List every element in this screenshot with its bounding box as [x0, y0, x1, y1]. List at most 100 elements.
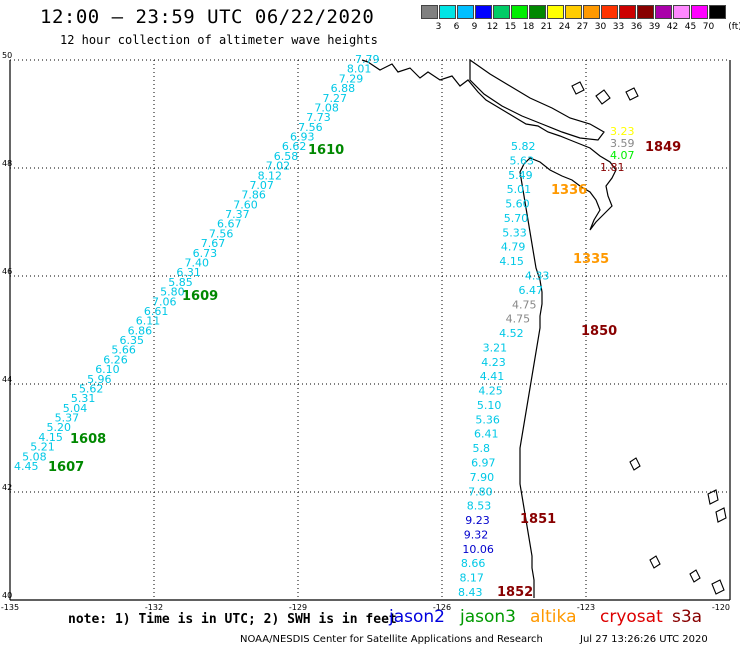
legend-label: 42: [666, 22, 679, 32]
swh-label-track-1610: 5.96: [87, 373, 112, 386]
swh-label-track-1610: 6.67: [217, 218, 242, 231]
satellite-cryosat: cryosat: [600, 607, 663, 627]
pass-number-label: 1852: [497, 585, 533, 600]
swh-label-coastal: 5.01: [507, 183, 531, 196]
legend-label: 18: [522, 22, 535, 32]
page-subtitle: 12 hour collection of altimeter wave hei…: [60, 33, 378, 47]
swh-label-track-1610: 5.80: [160, 286, 185, 299]
swh-label-coastal: 5.10: [477, 399, 502, 412]
generated-timestamp: Jul 27 13:26:26 UTC 2020: [580, 634, 708, 645]
swh-label-coastal: 7.90: [470, 471, 495, 484]
swh-label-track-1610: 6.88: [331, 82, 356, 95]
swh-label-coastal: 6.47: [518, 284, 543, 297]
swh-label-track-1610: 6.26: [103, 353, 128, 366]
legend-label: 6: [453, 22, 460, 32]
swh-label-coastal: 9.32: [464, 528, 489, 541]
swh-label-track-1610: 7.06: [152, 295, 177, 308]
swh-label-track-1610: 6.58: [274, 150, 299, 163]
pass-number-label: 1336: [551, 183, 587, 198]
legend-swatch: [511, 5, 528, 19]
legend-label: 33: [612, 22, 625, 32]
legend-label: 21: [540, 22, 553, 32]
swh-label-coastal: 5.82: [511, 140, 536, 153]
pass-number-label: 1335: [573, 252, 609, 267]
swh-label-track-1610: 7.79: [355, 53, 380, 66]
swh-label-track-1610: 7.29: [339, 72, 364, 85]
coastline: [361, 59, 617, 598]
satellite-s3a: s3a: [672, 607, 703, 627]
swh-label-track-1610: 5.31: [71, 392, 96, 405]
swh-label-track-1610: 8.01: [347, 63, 372, 76]
lon-label: -126: [433, 603, 451, 612]
pass-number-label: 1608: [70, 432, 106, 447]
swh-label-track-1610: 5.21: [30, 441, 55, 454]
island-8: [689, 569, 701, 583]
legend-swatch: [637, 5, 654, 19]
legend-label: 24: [558, 22, 571, 32]
lat-label: 48: [2, 159, 12, 168]
lon-label: -123: [577, 603, 595, 612]
axis-labels: 50 48 46 44 42 40 -135 -132 -129 -126 -123 -120: [1, 51, 730, 612]
pass-number-label: 1609: [182, 289, 218, 304]
swh-label-coastal: 8.43: [458, 586, 483, 599]
credit-text: NOAA/NESDIS Center for Satellite Applica…: [240, 634, 543, 645]
legend-swatch: [619, 5, 636, 19]
legend-label: 27: [576, 22, 589, 32]
swh-label-coastal: 10.06: [462, 543, 494, 556]
island-9: [649, 555, 661, 569]
page-title: 12:00 — 23:59 UTC 06/22/2020: [40, 6, 375, 28]
island-1: [595, 89, 611, 105]
island-4: [707, 489, 719, 505]
island-2: [625, 87, 639, 101]
legend-swatch: [421, 5, 438, 19]
swh-label-coastal: 4.33: [525, 269, 550, 282]
swh-label-coastal: 5.63: [510, 154, 535, 167]
swh-label-track-1610: 7.27: [323, 92, 348, 105]
wave-height-labels: 7.798.017.296.887.277.087.737.566.936.62…: [14, 53, 681, 600]
lat-label: 44: [2, 375, 12, 384]
legend-label: 9: [471, 22, 478, 32]
pass-number-label: 1610: [308, 143, 344, 158]
swh-label-track-1610: 7.67: [201, 237, 226, 250]
swh-label-track-1610: 5.62: [79, 382, 104, 395]
legend-swatch: [601, 5, 618, 19]
lon-label: -120: [712, 603, 730, 612]
swh-label-coastal: 3.21: [483, 341, 508, 354]
swh-label-puget: 3.59: [610, 137, 635, 150]
lat-label: 46: [2, 267, 12, 276]
swh-label-track-1610: 6.10: [95, 363, 120, 376]
swh-label-track-1610: 6.93: [290, 131, 315, 144]
pass-number-label: 1849: [645, 140, 681, 155]
legend-swatch: [709, 5, 726, 19]
pass-number-label: 1607: [48, 460, 84, 475]
swh-label-coastal: 8.66: [461, 557, 486, 570]
swh-label-coastal: 5.70: [504, 212, 529, 225]
pass-number-label: 1851: [520, 512, 556, 527]
swh-label-coastal: 8.53: [467, 500, 492, 513]
lat-label: 50: [2, 51, 12, 60]
legend-swatch: [475, 5, 492, 19]
swh-label-coastal: 5.60: [505, 198, 530, 211]
pass-number-label: 1850: [581, 324, 617, 339]
swh-label-track-1610: 7.56: [209, 227, 234, 240]
lon-label: -135: [1, 603, 19, 612]
vancouver-island: [469, 58, 605, 141]
swh-label-track-1610: 6.62: [282, 140, 307, 153]
swh-label-coastal: 5.36: [475, 413, 500, 426]
legend-swatch: [493, 5, 510, 19]
swh-label-coastal: 4.52: [499, 327, 524, 340]
legend-swatch: [691, 5, 708, 19]
swh-label-coastal: 4.75: [506, 313, 531, 326]
legend-label: 12: [486, 22, 499, 32]
note-text: note: 1) Time is in UTC; 2) SWH is in fe…: [68, 612, 397, 627]
swh-label-track-1610: 5.04: [63, 402, 88, 415]
swh-label-track-1610: 7.08: [314, 101, 339, 114]
legend-swatch: [673, 5, 690, 19]
legend-swatch: [439, 5, 456, 19]
legend-label: 45: [684, 22, 697, 32]
swh-label-track-1610: 6.35: [120, 334, 145, 347]
legend-label: 30: [594, 22, 607, 32]
lon-label: -129: [289, 603, 307, 612]
